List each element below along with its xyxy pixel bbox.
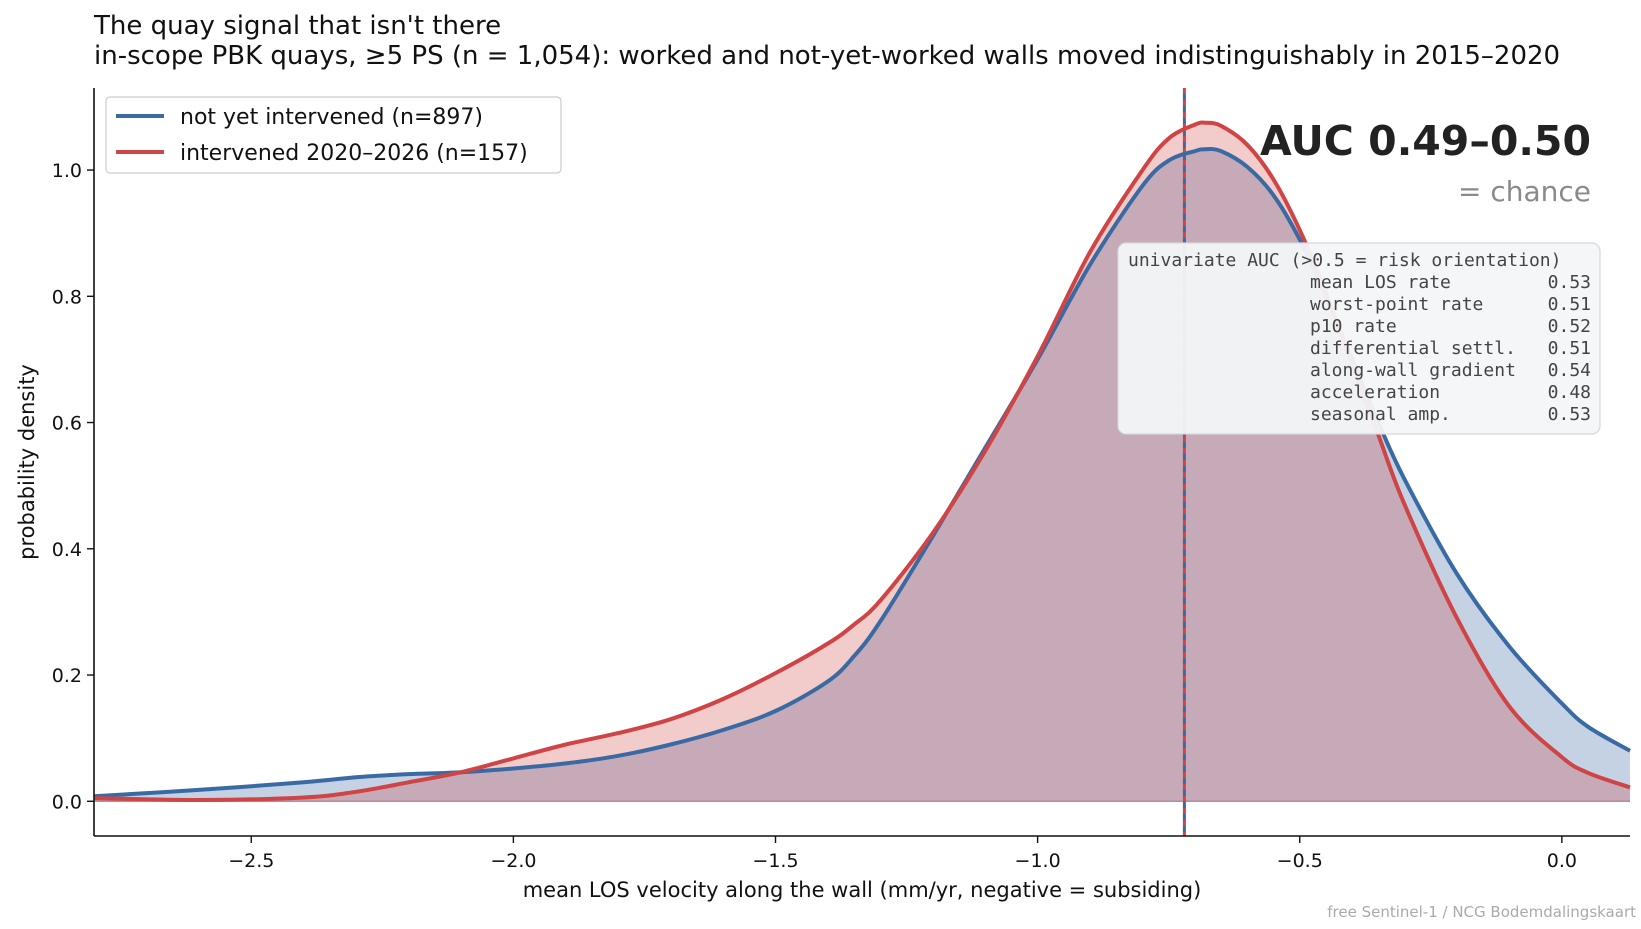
series-line-intervened [93,120,1631,803]
auc-row-value: 0.53 [1548,272,1591,293]
auc-table-box [1117,242,1601,435]
y-tick-label: 0.8 [52,286,82,308]
x-tick-label: 0.0 [1547,850,1577,872]
auc-row-value: 0.48 [1548,382,1591,403]
auc-row-value: 0.51 [1548,338,1591,359]
auc-row-value: 0.52 [1548,316,1591,337]
legend: not yet intervened (n=897) intervened 20… [105,96,562,174]
auc-row-label: acceleration [1310,382,1440,403]
y-tick-label: 0.0 [52,791,82,813]
auc-row-label: seasonal amp. [1310,404,1451,425]
y-ticks: 0.0 0.2 0.4 0.6 0.8 1.0 [52,160,94,813]
x-axis-label: mean LOS velocity along the wall (mm/yr,… [523,878,1202,902]
x-tick-label: −0.5 [1277,850,1323,872]
auc-row-label: worst-point rate [1310,294,1483,315]
auc-row-value: 0.53 [1548,404,1591,425]
x-tick-label: −2.5 [228,850,274,872]
legend-label-not-intervened: not yet intervened (n=897) [180,105,483,130]
area-intervened [94,122,1630,802]
auc-row-label: mean LOS rate [1310,272,1451,293]
auc-row-value: 0.54 [1548,360,1591,381]
y-tick-label: 0.4 [52,539,82,561]
x-tick-label: −2.0 [490,850,536,872]
auc-row-label: p10 rate [1310,316,1397,337]
auc-table-header: univariate AUC (>0.5 = risk orientation) [1128,250,1561,271]
plot-area [93,88,1631,836]
x-ticks: −2.5 −2.0 −1.5 −1.0 −0.5 0.0 [228,836,1577,872]
chart-subtitle: in-scope PBK quays, ≥5 PS (n = 1,054): w… [94,41,1560,71]
legend-label-intervened: intervened 2020–2026 (n=157) [180,141,528,166]
auc-table-rows: mean LOS rate 0.53 worst-point rate 0.51 p10… [1310,272,1591,425]
auc-row-label: differential settl. [1310,338,1516,359]
legend-box [105,96,562,174]
x-tick-label: −1.5 [752,850,798,872]
auc-table: univariate AUC (>0.5 = risk orientation)… [1117,242,1601,435]
auc-row-label: along-wall gradient [1310,360,1516,381]
credit: free Sentinel-1 / NCG Bodemdalingskaart [1327,903,1636,921]
auc-row-value: 0.51 [1548,294,1591,315]
y-tick-label: 0.6 [52,413,82,435]
chart-title: The quay signal that isn't there [93,11,501,41]
x-tick-label: −1.0 [1015,850,1061,872]
y-tick-label: 0.2 [52,665,82,687]
auc-headline: AUC 0.49–0.50 [1260,117,1591,165]
y-tick-label: 1.0 [52,160,82,182]
series-line-not-intervened [93,147,1631,799]
y-axis-label: probability density [15,364,39,560]
auc-chance-label: = chance [1458,175,1591,208]
